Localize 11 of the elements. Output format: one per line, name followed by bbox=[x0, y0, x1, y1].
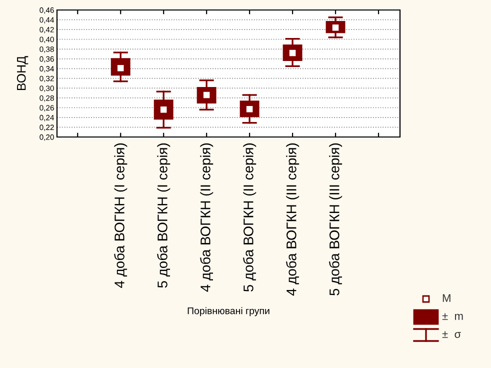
x-tick-label: 5 доба ВОГКН (І серія) bbox=[157, 143, 170, 288]
x-tick-label: 5 доба ВОГКН (ІІІ серія) bbox=[328, 143, 342, 296]
text: M bbox=[442, 294, 450, 302]
x-axis-title: Порівнювані групи bbox=[188, 307, 270, 316]
text: ± m bbox=[442, 313, 463, 320]
y-axis-title: ВОНД bbox=[16, 56, 28, 90]
text: ± σ bbox=[442, 331, 461, 338]
x-tick-label: 5 доба ВОГКН (ІІ серія) bbox=[243, 143, 256, 292]
x-tick-label: 4 доба ВОГКН (І серія) bbox=[114, 143, 128, 288]
x-tick-label: 4 доба ВОГКН (ІІІ серія) bbox=[286, 143, 300, 296]
x-tick-label: 4 доба ВОГКН (ІІ серія) bbox=[200, 143, 214, 292]
